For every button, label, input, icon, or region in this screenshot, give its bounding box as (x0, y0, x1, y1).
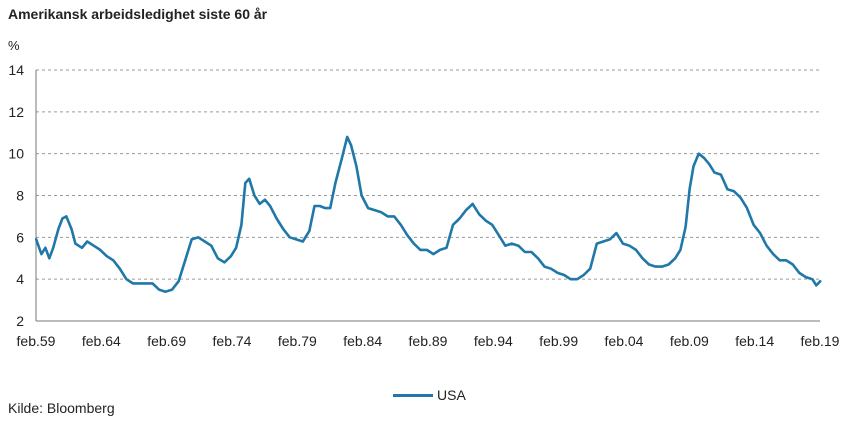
legend-label-usa: USA (437, 387, 466, 403)
x-tick-label: feb.94 (474, 333, 513, 349)
y-tick-label: 4 (16, 271, 24, 287)
x-tick-label: feb.14 (735, 333, 774, 349)
gridlines (36, 69, 820, 280)
y-tick-label: 10 (8, 146, 24, 162)
x-tick-label: feb.19 (801, 333, 840, 349)
source-note: Kilde: Bloomberg (8, 400, 115, 416)
y-tick-label: 6 (16, 229, 24, 245)
chart-title: Amerikansk arbeidsledighet siste 60 år (8, 6, 268, 22)
x-tick-label: feb.69 (147, 333, 186, 349)
y-tick-label: 8 (16, 188, 24, 204)
legend-swatch-usa (393, 393, 433, 397)
x-tick-label: feb.89 (409, 333, 448, 349)
x-tick-label: feb.99 (539, 333, 578, 349)
y-tick-label: 14 (8, 62, 24, 78)
x-tick-label: feb.59 (17, 333, 56, 349)
legend: USA (393, 387, 466, 403)
y-tick-label: 2 (16, 313, 24, 329)
y-tick-label: 12 (8, 104, 24, 120)
x-tick-label: feb.09 (670, 333, 709, 349)
x-tick-label: feb.79 (278, 333, 317, 349)
y-tick-labels: 2 4 6 8 10 12 14 (8, 62, 24, 329)
x-tick-label: feb.84 (343, 333, 382, 349)
series-line-usa (34, 135, 822, 294)
x-tick-label: feb.04 (605, 333, 644, 349)
x-tick-labels: feb.59 feb.64 feb.69 feb.74 feb.79 feb.84 feb.… (17, 333, 840, 349)
x-tick-label: feb.64 (82, 333, 121, 349)
series-group (34, 135, 822, 294)
y-axis-unit: % (8, 38, 20, 53)
x-tick-label: feb.74 (213, 333, 252, 349)
